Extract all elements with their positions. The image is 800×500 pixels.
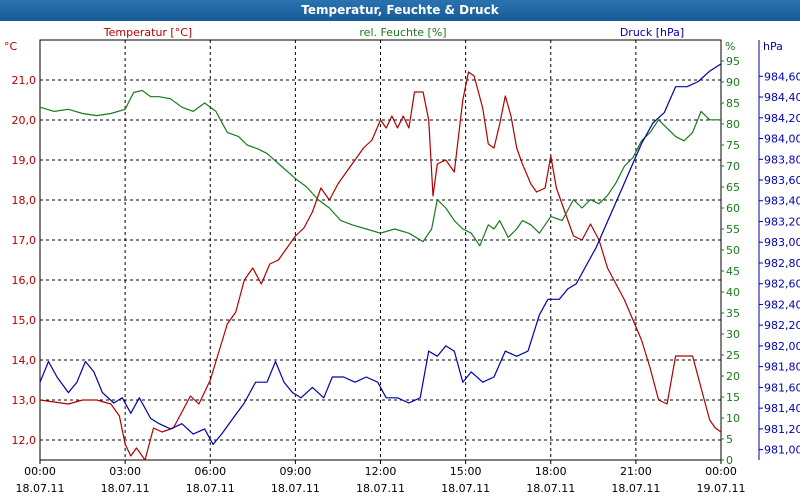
- x-tick-time: 18:00: [535, 465, 567, 478]
- pressure-tick-label: 981,00: [764, 444, 800, 457]
- temperature-tick-label: 16,0: [12, 274, 37, 287]
- temperature-tick-label: 17,0: [12, 234, 37, 247]
- humidity-tick-label: 35: [726, 307, 740, 320]
- temperature-tick-label: 20,0: [12, 114, 37, 127]
- humidity-tick-label: 45: [726, 265, 740, 278]
- humidity-tick-label: 15: [726, 391, 740, 404]
- x-tick-date: 18.07.11: [186, 482, 235, 495]
- x-tick-date: 18.07.11: [356, 482, 405, 495]
- pressure-tick-label: 983,60: [764, 174, 800, 187]
- humidity-line: [39, 89, 721, 247]
- humidity-tick-label: 80: [726, 118, 740, 131]
- temperature-tick-label: 15,0: [12, 314, 37, 327]
- pressure-tick-label: 982,80: [764, 257, 800, 270]
- x-tick-time: 12:00: [365, 465, 397, 478]
- pressure-unit-label: hPa: [763, 40, 783, 53]
- x-tick-time: 06:00: [194, 465, 226, 478]
- pressure-tick-label: 982,40: [764, 298, 800, 311]
- temperature-line: [39, 71, 722, 461]
- temperature-axis-title: Temperatur [°C]: [103, 26, 192, 39]
- pressure-tick-label: 983,20: [764, 215, 800, 228]
- pressure-tick-label: 982,60: [764, 278, 800, 291]
- x-tick-time: 00:00: [24, 465, 56, 478]
- pressure-tick-label: 984,20: [764, 112, 800, 125]
- temperature-tick-label: 21,0: [12, 74, 37, 87]
- x-tick-date: 18.07.11: [16, 482, 65, 495]
- humidity-tick-label: 55: [726, 223, 740, 236]
- temperature-tick-label: 12,0: [12, 434, 37, 447]
- pressure-tick-label: 981,20: [764, 423, 800, 436]
- pressure-line: [39, 63, 722, 445]
- humidity-tick-label: 50: [726, 244, 740, 257]
- window-title: Temperatur, Feuchte & Druck: [0, 0, 800, 21]
- humidity-axis-title: rel. Feuchte [%]: [359, 26, 446, 39]
- pressure-tick-label: 981,40: [764, 402, 800, 415]
- temperature-tick-label: 19,0: [12, 154, 37, 167]
- temperature-unit-label: °C: [4, 40, 18, 53]
- humidity-tick-label: 40: [726, 286, 740, 299]
- pressure-tick-label: 983,80: [764, 153, 800, 166]
- x-tick-time: 09:00: [280, 465, 312, 478]
- humidity-tick-label: 0: [726, 454, 733, 467]
- x-tick-date: 18.07.11: [526, 482, 575, 495]
- x-tick-date: 18.07.11: [611, 482, 660, 495]
- humidity-unit-label: %: [725, 40, 735, 53]
- x-tick-time: 03:00: [109, 465, 141, 478]
- pressure-tick-label: 981,80: [764, 361, 800, 374]
- humidity-tick-label: 5: [726, 433, 733, 446]
- pressure-tick-label: 982,20: [764, 319, 800, 332]
- humidity-tick-label: 30: [726, 328, 740, 341]
- temperature-tick-label: 14,0: [12, 354, 37, 367]
- humidity-tick-label: 65: [726, 181, 740, 194]
- pressure-tick-label: 983,40: [764, 195, 800, 208]
- x-tick-time: 00:00: [705, 465, 737, 478]
- humidity-tick-label: 75: [726, 139, 740, 152]
- humidity-tick-label: 70: [726, 160, 740, 173]
- temperature-tick-label: 13,0: [12, 394, 37, 407]
- x-tick-time: 21:00: [620, 465, 652, 478]
- pressure-tick-label: 984,40: [764, 91, 800, 104]
- grid-lines: [40, 40, 721, 460]
- pressure-tick-label: 984,60: [764, 70, 800, 83]
- humidity-tick-label: 10: [726, 412, 740, 425]
- humidity-tick-label: 90: [726, 76, 740, 89]
- pressure-axis-title: Druck [hPa]: [620, 26, 684, 39]
- temperature-tick-label: 18,0: [12, 194, 37, 207]
- series-group: [39, 63, 722, 461]
- x-tick-date: 18.07.11: [101, 482, 150, 495]
- x-tick-date: 18.07.11: [441, 482, 490, 495]
- x-tick-date: 18.07.11: [271, 482, 320, 495]
- pressure-tick-label: 983,00: [764, 236, 800, 249]
- humidity-tick-label: 60: [726, 202, 740, 215]
- humidity-tick-label: 25: [726, 349, 740, 362]
- x-tick-date: 19.07.11: [697, 482, 746, 495]
- humidity-tick-label: 85: [726, 97, 740, 110]
- axis-labels: 00:00 18.07.11 03:00 18.07.11 06:00 18.07.11 0…: [12, 40, 800, 495]
- pressure-tick-label: 982,00: [764, 340, 800, 353]
- x-tick-time: 15:00: [450, 465, 482, 478]
- pressure-tick-label: 981,60: [764, 381, 800, 394]
- humidity-tick-label: 20: [726, 370, 740, 383]
- humidity-tick-label: 95: [726, 55, 740, 68]
- pressure-tick-label: 984,00: [764, 133, 800, 146]
